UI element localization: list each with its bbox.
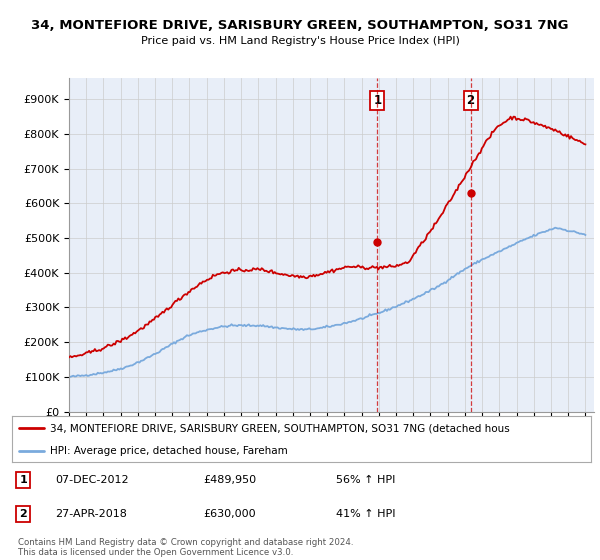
Text: 2: 2: [467, 94, 475, 106]
Text: 1: 1: [373, 94, 382, 106]
Text: HPI: Average price, detached house, Fareham: HPI: Average price, detached house, Fare…: [50, 446, 287, 456]
Text: 1: 1: [20, 475, 27, 485]
Text: Price paid vs. HM Land Registry's House Price Index (HPI): Price paid vs. HM Land Registry's House …: [140, 36, 460, 46]
Text: 34, MONTEFIORE DRIVE, SARISBURY GREEN, SOUTHAMPTON, SO31 7NG (detached hous: 34, MONTEFIORE DRIVE, SARISBURY GREEN, S…: [50, 423, 509, 433]
Text: Contains HM Land Registry data © Crown copyright and database right 2024.
This d: Contains HM Land Registry data © Crown c…: [18, 538, 353, 557]
Text: 2: 2: [20, 509, 27, 519]
Text: 07-DEC-2012: 07-DEC-2012: [55, 475, 129, 485]
Text: 41% ↑ HPI: 41% ↑ HPI: [336, 509, 396, 519]
Text: 34, MONTEFIORE DRIVE, SARISBURY GREEN, SOUTHAMPTON, SO31 7NG: 34, MONTEFIORE DRIVE, SARISBURY GREEN, S…: [31, 18, 569, 32]
Text: 27-APR-2018: 27-APR-2018: [55, 509, 127, 519]
Text: £489,950: £489,950: [203, 475, 256, 485]
Text: 56% ↑ HPI: 56% ↑ HPI: [336, 475, 395, 485]
Text: £630,000: £630,000: [203, 509, 256, 519]
